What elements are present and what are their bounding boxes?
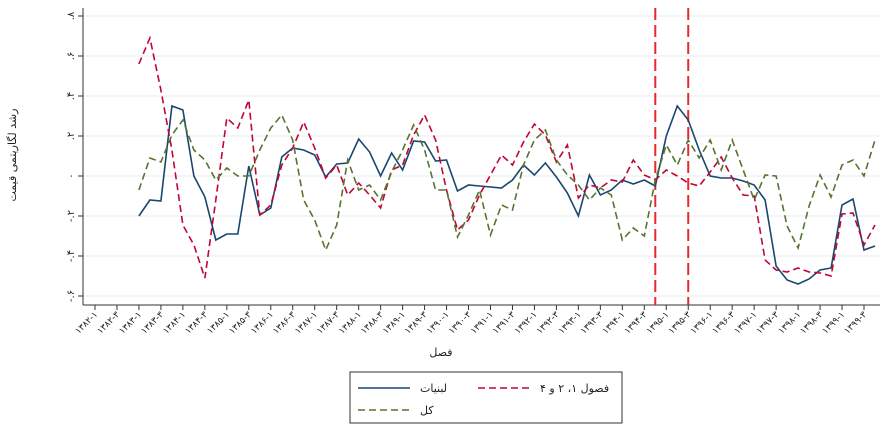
x-axis-title: فصل — [429, 346, 452, 359]
legend-label: فصول ۱، ۲ و ۴ — [540, 382, 609, 395]
y-tick-label: .۴ — [66, 92, 77, 101]
y-axis-title: رشد لگاریتمی قیمت — [6, 108, 19, 201]
y-tick-label: -.۲ — [66, 210, 77, 222]
legend-label: کل — [420, 404, 434, 417]
y-tick-label: .۲ — [66, 132, 77, 141]
series-line — [138, 35, 876, 279]
y-tick-label: .۶ — [66, 52, 77, 61]
y-tick-label: ۰ — [66, 173, 77, 178]
series-line — [138, 113, 876, 253]
y-tick-label: .۸ — [66, 11, 77, 20]
y-tick-label: -.۴ — [66, 250, 77, 262]
legend-box — [349, 371, 623, 424]
legend-label: لبنیات — [420, 382, 447, 395]
y-tick-label: -.۶ — [66, 290, 77, 302]
